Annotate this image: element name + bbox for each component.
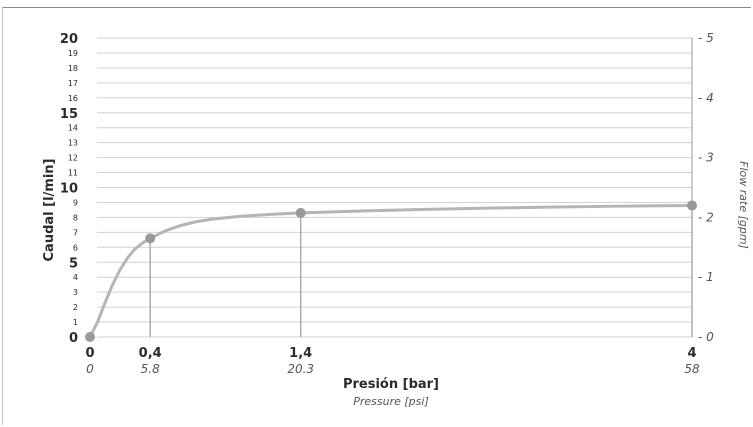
- x-axis: 00 0,45.8 1,420.3 458: [85, 346, 700, 376]
- y-right-tick-label: - 4: [698, 91, 714, 105]
- y-tick-label: 8: [73, 213, 78, 222]
- y-tick-label: 0: [69, 331, 78, 346]
- y-right-tick-label: - 0: [698, 330, 714, 344]
- grid: [97, 37, 692, 338]
- data-point: [85, 332, 95, 342]
- x-tick-label-psi: 0: [86, 362, 94, 376]
- data-point: [687, 200, 697, 211]
- y-tick-label: 5: [69, 256, 78, 271]
- y-tick-label: 4: [73, 273, 78, 282]
- y-tick-label: 1: [73, 318, 78, 327]
- drop-lines: [149, 205, 693, 337]
- y-tick-label: 2: [73, 303, 78, 312]
- x-tick-label-bar: 0,4: [139, 346, 162, 361]
- y-right-tick-label: - 5: [698, 31, 714, 45]
- y-axis-title: Caudal [l/min]: [42, 159, 57, 262]
- x-tick-label-bar: 0: [85, 346, 94, 361]
- y-tick-label: 16: [68, 94, 78, 103]
- x-tick-label-bar: 4: [687, 346, 696, 361]
- y-tick-label: 18: [68, 64, 78, 73]
- x-tick-label-psi: 20.3: [287, 362, 314, 376]
- y-tick-label: 19: [68, 49, 78, 58]
- y-tick-label: 9: [73, 198, 78, 207]
- y-tick-label: 15: [60, 107, 78, 122]
- x-tick-label-psi: 5.8: [141, 362, 160, 376]
- y-tick-label: 12: [68, 154, 78, 163]
- y-axis-right: - 0 - 1 - 2 - 3 - 4 - 5: [691, 31, 714, 344]
- x-tick-label-psi: 58: [684, 362, 700, 376]
- data-points: [85, 200, 697, 342]
- data-point: [145, 233, 156, 244]
- y-right-tick-label: - 1: [698, 270, 714, 284]
- y-tick-label: 10: [60, 182, 78, 197]
- y-tick-label: 11: [68, 169, 78, 178]
- x-axis-subtitle: Pressure [psi]: [353, 395, 429, 408]
- y-tick-label: 3: [73, 288, 78, 297]
- chart-frame: [2, 7, 751, 425]
- data-point: [295, 207, 306, 218]
- x-tick-label-bar: 1,4: [289, 346, 312, 361]
- y-tick-label: 17: [68, 79, 78, 88]
- y-tick-label: 13: [68, 139, 78, 148]
- y-tick-label: 6: [73, 243, 78, 252]
- y-tick-label: 20: [60, 32, 78, 47]
- y-right-tick-label: - 3: [698, 151, 714, 165]
- y-right-tick-label: - 2: [698, 210, 714, 224]
- y-axis-right-title: Flow rate [gpm]: [737, 161, 750, 249]
- x-axis-title: Presión [bar]: [343, 377, 439, 392]
- y-tick-label: 14: [68, 124, 78, 133]
- flow-curve: [88, 203, 694, 339]
- y-tick-label: 7: [73, 228, 78, 237]
